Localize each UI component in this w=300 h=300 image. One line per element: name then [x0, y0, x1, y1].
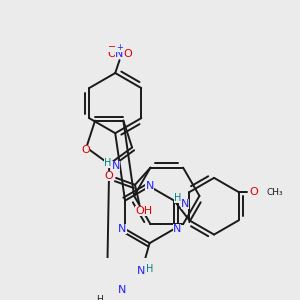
Text: N: N — [112, 161, 120, 171]
Text: OH: OH — [135, 206, 152, 216]
Text: N: N — [118, 224, 127, 234]
Text: H: H — [146, 264, 153, 274]
Text: O: O — [124, 49, 133, 59]
Text: O: O — [107, 49, 116, 59]
Text: H: H — [174, 194, 181, 203]
Text: N: N — [146, 182, 154, 191]
Text: N: N — [137, 266, 145, 276]
Text: CH₃: CH₃ — [267, 188, 284, 196]
Text: H: H — [104, 158, 112, 169]
Text: N: N — [172, 224, 181, 234]
Text: O: O — [250, 187, 258, 197]
Text: O: O — [105, 171, 114, 181]
Text: N: N — [181, 199, 189, 208]
Text: −: − — [108, 42, 116, 52]
Text: H: H — [96, 296, 103, 300]
Text: O: O — [81, 145, 90, 155]
Text: +: + — [116, 43, 123, 52]
Text: N: N — [115, 49, 124, 59]
Text: N: N — [118, 285, 126, 295]
